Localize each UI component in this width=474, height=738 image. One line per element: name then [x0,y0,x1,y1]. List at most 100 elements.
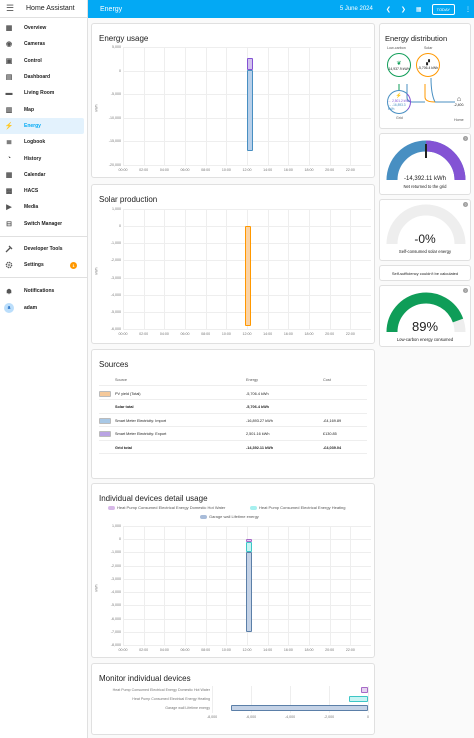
self-consumed-gauge-card: ? -0% Self-consumed solar energy [379,199,471,261]
card-title: Sources [99,360,129,369]
sidebar: ☰ Home Assistant ▦ Overview ◉ Cameras ▣ Contr… [0,0,88,738]
sidebar-item-control[interactable]: ▣ Control [0,53,87,69]
solar-circle[interactable]: ▞ -5,706.4 kWh [416,53,440,77]
sidebar-divider [0,277,87,279]
sidebar-item-hacs[interactable]: ▩ HACS [0,183,87,199]
gridline-v [226,47,228,165]
sidebar-item-living-room[interactable]: ▬ Living Room [0,85,87,101]
solar-production-card: Solar production 1,000 0 -1,000 -2,000 -3,00… [91,184,375,344]
calendar-icon: ▦ [5,171,13,179]
low-carbon-gauge [386,292,466,333]
gridline-v [123,47,124,165]
calendar-icon[interactable]: ▦ [415,6,422,13]
gridline-v [226,526,228,645]
info-icon[interactable]: ? [463,202,468,207]
cell-name: Smart Meter Electricity: Export [115,432,167,436]
sidebar-item-dashboard[interactable]: ▤ Dashboard [0,69,87,85]
cell-name: Solar total [115,405,134,409]
x-tick-label: 04:00 [159,332,169,336]
y-tick-label: 1,000 [112,207,121,211]
grid-import-bar[interactable] [247,70,253,151]
x-tick-label: 10:00 [221,648,231,652]
x-tick-label: 00:00 [118,332,128,336]
gridline-v [309,47,310,165]
sidebar-item-history[interactable]: ◔ History [0,150,87,166]
x-tick-label: 14:00 [263,168,273,172]
chevron-left-icon[interactable]: ❮ [385,6,391,13]
gridline-v [290,686,291,713]
legend-item[interactable]: Garage wall Lifetime energy [200,514,259,519]
cell-cost: -£4,169.89 [323,418,342,423]
x-tick-label: 0 [367,715,369,719]
hot-water-bar[interactable] [361,687,368,693]
sidebar-item-cameras[interactable]: ◉ Cameras [0,36,87,52]
sidebar-item-overview[interactable]: ▦ Overview [0,20,87,36]
y-tick-label: -1,000 [110,241,121,246]
history-icon: ◔ [6,155,12,163]
sidebar-item-settings[interactable]: Settings 1 [0,257,87,273]
date-label: 5 June 2024 [339,6,373,12]
table-header: Source Energy Cost [99,374,367,386]
sidebar-item-calendar[interactable]: ▦ Calendar [0,167,87,183]
menu-icon[interactable]: ☰ [6,3,15,13]
low-carbon-gauge-card: ? 89% Low-carbon energy consumed [379,285,471,347]
sidebar-item-developer-tools[interactable]: Developer Tools [0,241,87,257]
sidebar-item-energy[interactable]: ⚡ Energy [0,117,84,135]
sidebar-item-label: Switch Manager [24,220,63,227]
gridline-h [123,645,371,646]
hot-water-bar[interactable] [246,539,252,542]
monitor-devices-card: Monitor individual devices Heat Pump Con… [91,663,375,735]
camera-icon: ◉ [5,41,13,49]
table-row: Solar total -5,706.4 kWh [99,402,367,414]
garage-wall-bar[interactable] [231,705,368,711]
y-tick-label: -6,000 [110,616,121,621]
sidebar-item-map[interactable]: ▥ Map [0,101,87,117]
solar-bar[interactable] [245,226,251,326]
x-tick-label: 12:00 [242,168,252,172]
table-row: Smart Meter Electricity: Import -16,893.2… [99,415,367,427]
gridline-v [251,686,252,713]
gridline-v [164,209,166,329]
grid-export-bar[interactable] [247,58,253,70]
sidebar-item-media[interactable]: ▶ Media [0,199,87,215]
control-icon: ▣ [5,57,13,65]
garage-wall-bar[interactable] [246,552,252,632]
x-tick-label: 06:00 [180,168,190,172]
legend-item[interactable]: Heat Pump Consumed Electrical Energy Dom… [108,505,225,510]
gridline-v [143,47,145,165]
legend-item[interactable]: Heat Pump Consumed Electrical Energy Hea… [250,505,346,510]
x-tick-label: 22:00 [345,168,355,172]
info-icon[interactable]: ? [463,136,468,141]
sidebar-item-logbook[interactable]: ≣ Logbook [0,134,87,150]
low-carbon-circle[interactable]: ❦ 14,937.9 kWh [387,53,411,77]
sidebar-item-user[interactable]: a adam [0,299,87,317]
app-title: Home Assistant [26,5,75,12]
y-tick-label: 0 [119,68,121,73]
heating-bar[interactable] [349,696,368,702]
home-node[interactable]: ⌂ -2,400. [450,96,468,107]
solar-label: Solar [424,46,433,50]
self-sufficiency-message: Self-sufficiency couldn't be calculated [391,270,459,276]
gridline-v [164,526,166,645]
x-tick-label: 02:00 [139,168,149,172]
gear-icon [5,261,13,269]
more-vert-icon[interactable]: ⋮ [465,6,471,13]
net-gauge [386,140,466,181]
sidebar-item-switch-manager[interactable]: ⊟ Switch Manager [0,216,87,232]
gridline-v [267,47,269,165]
y-tick-label: -5,000 [110,603,121,608]
heating-bar[interactable] [246,542,252,552]
y-tick-label: -3,000 [110,576,121,581]
legend-swatch [250,505,257,510]
legend-label: Garage wall Lifetime energy [209,514,259,519]
legend-swatch [108,505,115,510]
chevron-right-icon[interactable]: ❯ [400,6,406,13]
gridline-v [143,526,145,645]
source-swatch [99,431,111,437]
info-icon[interactable]: ? [463,288,468,293]
gridline-v [185,526,186,645]
user-name: adam [24,304,38,311]
today-button[interactable]: TODAY [431,3,455,15]
grid-circle[interactable]: ⚡ ← 2,501.2 kWh → -16,893.3 kWh [387,90,411,114]
sidebar-item-notifications[interactable]: Notifications [0,282,87,298]
